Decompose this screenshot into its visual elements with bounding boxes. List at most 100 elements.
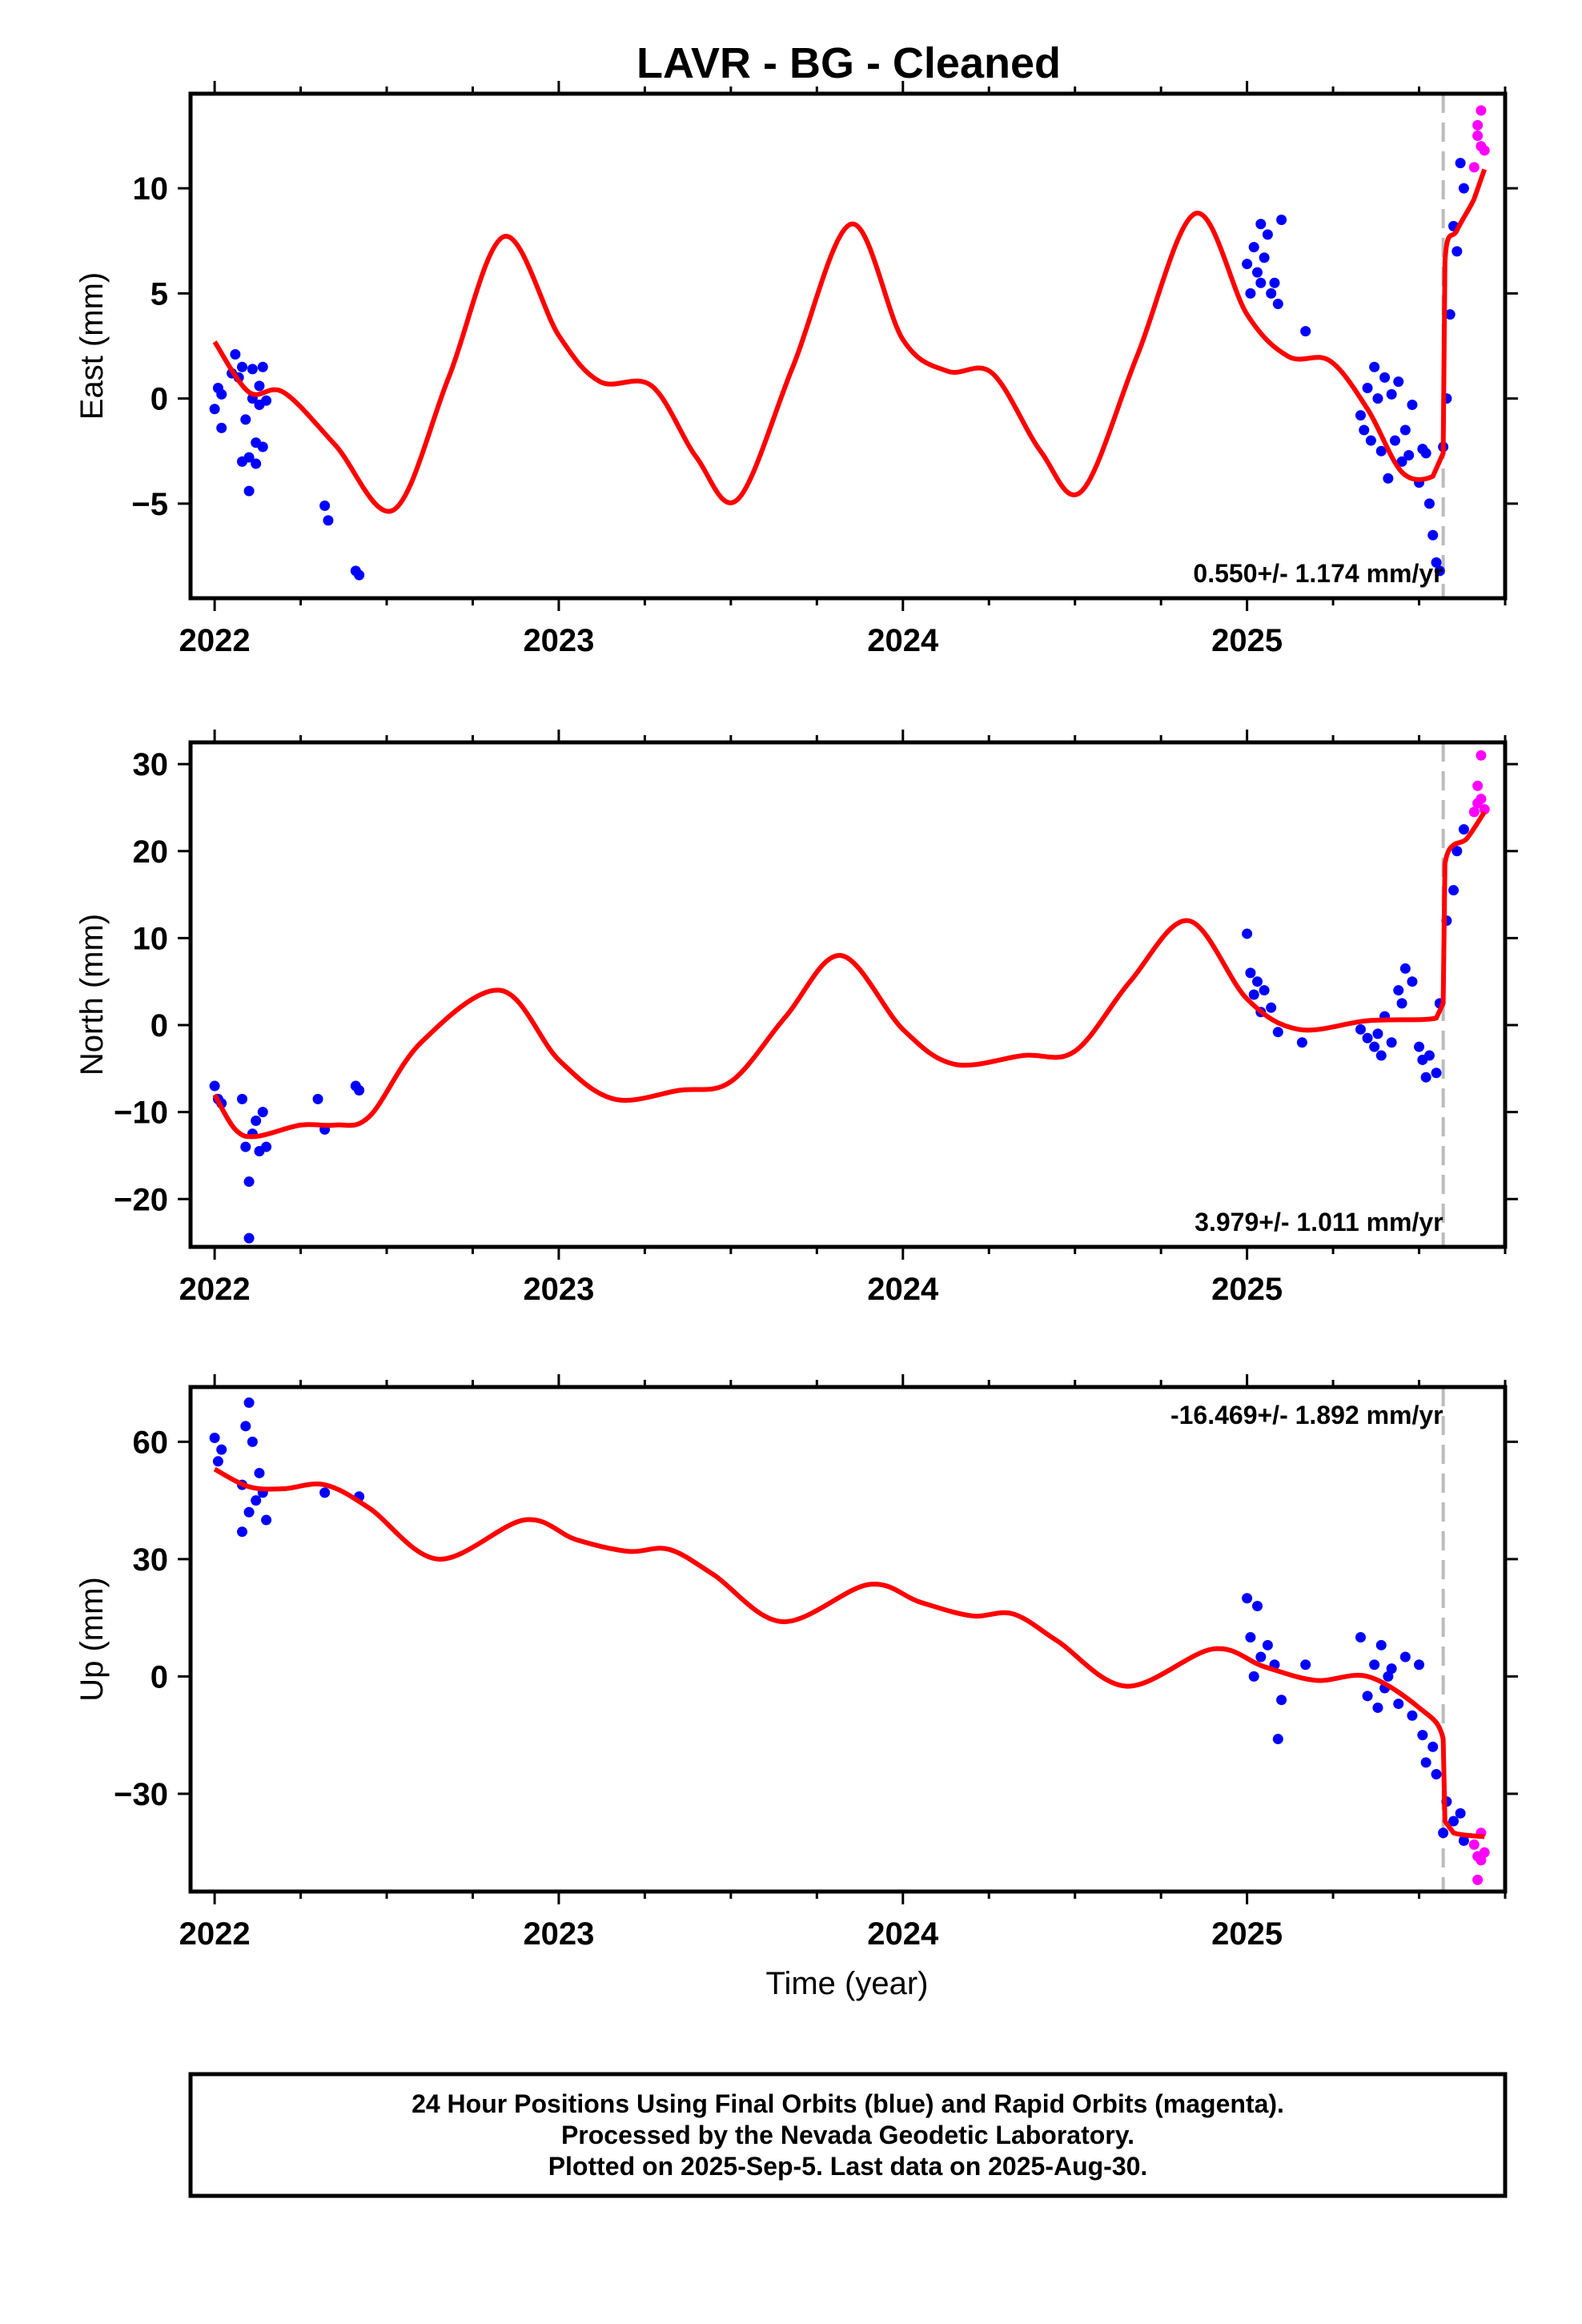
up-final-point — [1355, 1632, 1366, 1643]
up-rapid-point — [1479, 1847, 1490, 1858]
north-final-point — [1369, 1041, 1380, 1052]
footer-line-2: Processed by the Nevada Geodetic Laborat… — [561, 2121, 1134, 2149]
north-model-curve — [212, 810, 1487, 1140]
up-final-point — [1252, 1600, 1263, 1611]
north-x-tick-label: 2025 — [1211, 1272, 1283, 1307]
east-final-point — [240, 414, 251, 425]
east-final-point — [1393, 376, 1404, 388]
north-final-point — [1362, 1032, 1373, 1043]
up-x-tick-label: 2023 — [523, 1916, 594, 1952]
north-final-point — [243, 1232, 255, 1244]
east-final-point — [1300, 326, 1311, 337]
up-final-point — [1393, 1699, 1404, 1710]
up-final-point — [1362, 1691, 1373, 1702]
north-final-point — [209, 1080, 220, 1092]
east-final-point — [1458, 183, 1469, 194]
up-final-point — [1386, 1663, 1397, 1675]
east-final-point — [1434, 565, 1445, 577]
north-final-point — [1407, 976, 1418, 987]
north-final-point — [1452, 846, 1463, 857]
east-final-point — [1276, 215, 1287, 225]
east-y-tick-label: 5 — [151, 276, 168, 312]
east-rate-label: 0.550+/- 1.174 mm/yr — [1193, 559, 1443, 588]
east-final-point — [1399, 424, 1411, 436]
up-final-point — [247, 1436, 258, 1447]
east-final-point — [1403, 450, 1415, 460]
east-final-point — [1431, 557, 1442, 568]
up-final-point — [212, 1456, 223, 1467]
up-plot-area — [191, 1387, 1505, 1892]
north-final-point — [1431, 1068, 1442, 1079]
east-model-curve — [212, 168, 1488, 514]
up-final-point — [1369, 1659, 1380, 1671]
north-final-point — [257, 1107, 268, 1118]
up-final-point — [1399, 1651, 1411, 1663]
east-x-tick-label: 2024 — [867, 623, 939, 658]
east-rapid-point — [1476, 105, 1487, 116]
north-y-tick-label: 20 — [133, 834, 169, 870]
east-final-point — [1444, 309, 1456, 320]
footer-line-1: 24 Hour Positions Using Final Orbits (bl… — [412, 2089, 1284, 2118]
east-final-point — [1423, 498, 1435, 509]
east-final-point — [261, 395, 272, 406]
up-rapid-point — [1468, 1839, 1480, 1850]
up-final-point — [251, 1495, 262, 1506]
east-final-point — [1407, 400, 1418, 410]
east-final-point — [1383, 472, 1394, 484]
north-final-point — [1399, 963, 1411, 974]
north-final-point — [1372, 1028, 1383, 1039]
north-rapid-point — [1476, 750, 1487, 761]
east-final-point — [1252, 267, 1263, 278]
up-final-point — [1448, 1815, 1460, 1827]
east-final-point — [1396, 456, 1407, 467]
up-final-point — [1372, 1702, 1383, 1713]
north-final-point — [243, 1176, 255, 1188]
up-y-tick-label: 0 — [151, 1659, 168, 1695]
north-final-point — [240, 1141, 251, 1152]
east-final-point — [1389, 435, 1400, 446]
north-rate-label: 3.979+/- 1.011 mm/yr — [1195, 1208, 1443, 1236]
up-y-tick-label: 30 — [133, 1542, 169, 1578]
up-model-curve — [213, 1466, 1485, 1839]
north-x-tick-label: 2024 — [867, 1272, 939, 1307]
east-y-tick-label: 0 — [151, 382, 168, 417]
east-x-tick-label: 2023 — [523, 623, 594, 658]
east-final-point — [236, 361, 247, 372]
up-final-point — [240, 1421, 251, 1432]
north-y-tick-label: −10 — [114, 1096, 168, 1131]
up-x-tick-label: 2025 — [1211, 1916, 1283, 1952]
east-final-point — [1355, 410, 1366, 421]
up-final-point — [319, 1487, 331, 1498]
up-rapid-point — [1472, 1874, 1484, 1885]
east-final-point — [1248, 242, 1259, 253]
north-final-point — [1458, 824, 1469, 835]
up-final-point — [1255, 1651, 1267, 1663]
north-final-point — [261, 1141, 272, 1152]
east-final-point — [1245, 287, 1256, 299]
east-final-point — [1242, 259, 1253, 270]
up-final-point — [1420, 1757, 1431, 1768]
north-final-point — [1245, 967, 1256, 979]
east-rapid-point — [1472, 131, 1484, 141]
east-final-point — [354, 569, 365, 581]
east-final-point — [257, 441, 268, 452]
up-final-point — [1431, 1768, 1442, 1779]
east-final-point — [1369, 361, 1380, 372]
east-final-point — [1269, 277, 1280, 288]
up-final-point — [236, 1526, 247, 1538]
east-final-point — [1379, 372, 1391, 383]
figure-title: LAVR - BG - Cleaned — [636, 39, 1061, 87]
east-panel: 2022 2023 2024 2025 −5 0 5 10 East (mm) 0.550+/- … — [74, 81, 1518, 658]
north-final-point — [1420, 1072, 1431, 1083]
up-final-point — [1417, 1730, 1428, 1741]
east-frame — [188, 91, 1508, 601]
up-x-tick-label: 2022 — [179, 1916, 251, 1952]
east-final-point — [1386, 388, 1397, 400]
up-final-point — [1248, 1671, 1259, 1682]
east-rapid-point — [1468, 162, 1480, 173]
footer-line-3: Plotted on 2025-Sep-5. Last data on 2025… — [548, 2152, 1148, 2181]
north-y-tick-label: −20 — [114, 1182, 168, 1217]
east-final-point — [216, 388, 227, 400]
up-final-point — [209, 1432, 220, 1443]
